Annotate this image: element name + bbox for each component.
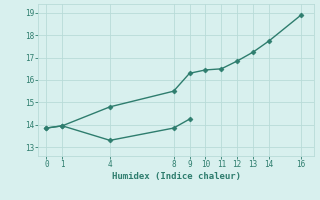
X-axis label: Humidex (Indice chaleur): Humidex (Indice chaleur) [111, 172, 241, 181]
